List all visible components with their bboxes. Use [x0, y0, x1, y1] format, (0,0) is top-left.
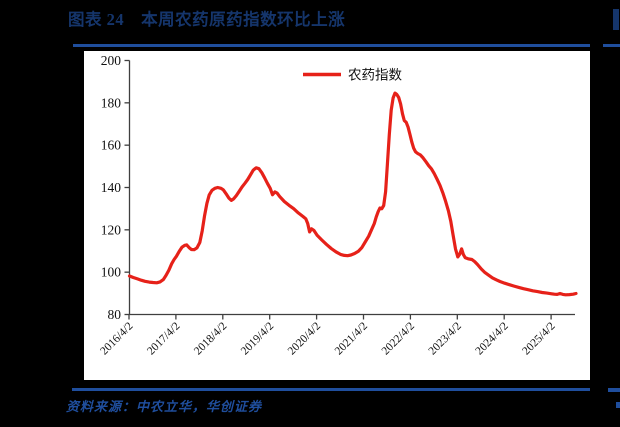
x-tick-label: 2016/4/2: [98, 320, 136, 358]
title-divider-rule: [73, 44, 590, 47]
x-tick-label: 2025/4/2: [520, 320, 558, 358]
y-tick-labels: 80 100 120 140 160 180 200: [101, 53, 122, 322]
x-tick-label: 2022/4/2: [380, 320, 418, 358]
source-note: 资料来源：中农立华，华创证券: [66, 399, 263, 414]
right-column-source-text-fragment: [616, 402, 620, 408]
x-tick-label: 2020/4/2: [286, 320, 324, 358]
footer-divider-rule: [72, 388, 590, 391]
x-tick-labels: 2016/4/2 2017/4/2 2018/4/2 2019/4/2 2020/4/2…: [98, 320, 558, 358]
y-tick-label: 100: [101, 265, 122, 280]
x-tick-label: 2018/4/2: [192, 320, 230, 358]
legend-label: 农药指数: [348, 68, 402, 83]
y-tick-label: 180: [101, 95, 122, 110]
x-tick-label: 2017/4/2: [145, 320, 183, 358]
y-tick-label: 120: [101, 222, 122, 237]
axes: [124, 59, 575, 320]
y-tick-label: 140: [101, 180, 122, 195]
y-tick-label: 80: [108, 307, 122, 322]
pesticide-index-line-chart: 80 100 120 140 160 180 200 2016/4/2 2017/4/2 2018…: [98, 53, 578, 358]
series-line-pesticide-index: [127, 91, 578, 297]
x-tick-label: 2019/4/2: [239, 320, 277, 358]
title-divider-rule-fragment-right-column: [603, 44, 620, 47]
legend: 农药指数: [303, 68, 402, 83]
x-tick-label: 2023/4/2: [427, 320, 465, 358]
x-tick-label: 2021/4/2: [333, 320, 371, 358]
x-tick-label: 2024/4/2: [473, 320, 511, 358]
figure-title: 图表 24 本周农药原药指数环比上涨: [68, 10, 346, 29]
y-tick-label: 160: [101, 138, 122, 153]
right-column-title-fragment: [613, 9, 619, 30]
chart-panel: 80 100 120 140 160 180 200 2016/4/2 2017/4/2 2018…: [84, 51, 590, 380]
footer-divider-rule-fragment-right-column: [608, 388, 620, 392]
y-tick-label: 200: [101, 53, 122, 68]
